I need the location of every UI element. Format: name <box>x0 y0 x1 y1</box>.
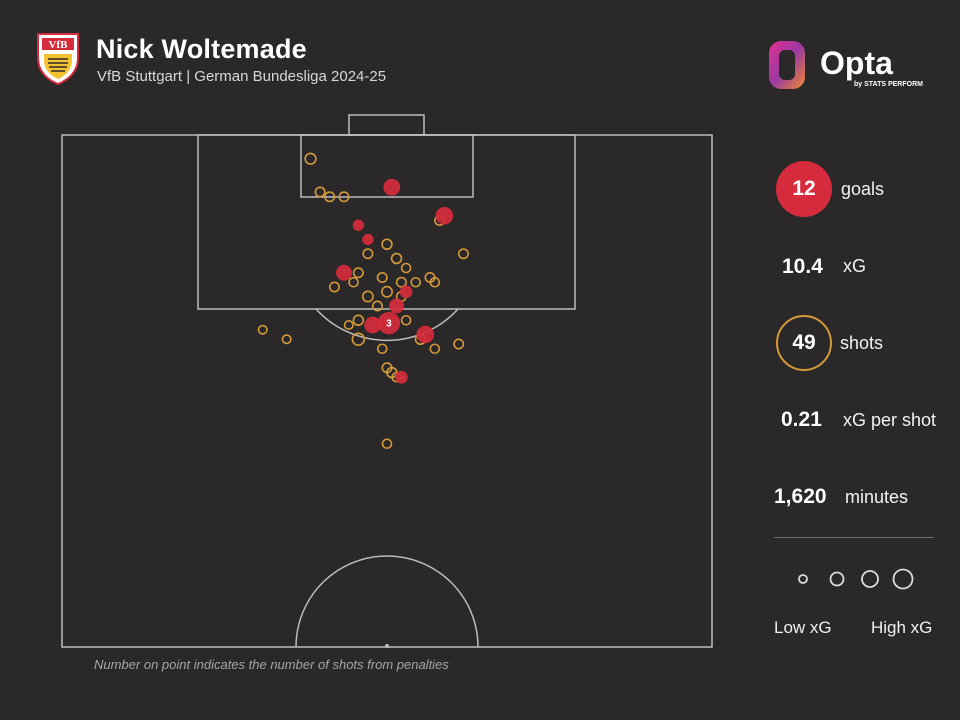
goal-point <box>394 370 408 384</box>
shot-point <box>371 300 383 312</box>
penalty-arc <box>315 308 459 342</box>
shot-point <box>400 314 412 326</box>
shot-point <box>376 343 388 355</box>
shot-point <box>457 248 470 260</box>
xg-per-shot-label: xG per shot <box>843 410 937 430</box>
minutes-value: 1,620 <box>774 485 827 508</box>
legend-high-label: High xG <box>871 618 933 637</box>
crest-text: VfB <box>49 39 69 51</box>
legend-size-circle <box>861 570 879 588</box>
goal <box>348 114 425 136</box>
xg-per-shot-value: 0.21 <box>781 408 822 431</box>
goals-label: goals <box>841 179 885 199</box>
centre-circle <box>295 555 479 648</box>
legend-size-circle <box>798 574 808 584</box>
minutes-label: minutes <box>845 487 909 507</box>
xg-size-legend <box>798 568 914 590</box>
penalty-area <box>197 134 576 310</box>
legend-size-circle <box>829 571 845 587</box>
shot-point <box>324 191 336 203</box>
shot-point <box>429 343 441 355</box>
shot-point <box>400 262 412 274</box>
xg-value: 10.4 <box>782 255 823 278</box>
goal-point <box>435 206 454 225</box>
player-name: Nick Woltemade <box>96 34 307 64</box>
goal-point <box>352 219 364 231</box>
shot-point <box>395 276 407 288</box>
shot-point <box>390 252 403 265</box>
stats-divider <box>774 537 934 538</box>
shot-point <box>281 334 292 345</box>
footnote: Number on point indicates the number of … <box>94 657 449 672</box>
penalty-count-label: 3 <box>386 319 392 330</box>
shot-map-chart: 3 <box>61 114 713 648</box>
shot-point <box>361 290 374 303</box>
shot-point <box>348 276 359 288</box>
shot-point <box>352 267 364 279</box>
legend-low-label: Low xG <box>774 618 832 637</box>
shot-point <box>381 238 393 250</box>
goal-point <box>377 311 401 335</box>
brand-tagline: by STATS PERFORM <box>854 81 923 88</box>
goal-point <box>399 285 413 299</box>
shot-point <box>304 152 317 165</box>
centre-spot <box>385 644 389 648</box>
shots-value: 49 <box>776 315 832 371</box>
goal-point <box>383 178 401 196</box>
shot-point <box>314 186 326 198</box>
shot-point <box>343 319 354 331</box>
shot-point <box>328 281 340 293</box>
pitch-lines <box>61 114 713 648</box>
shot-point <box>381 438 393 450</box>
subtitle: VfB Stuttgart | German Bundesliga 2024-2… <box>97 68 387 85</box>
goal-point <box>364 316 382 334</box>
vfb-stuttgart-crest-icon: VfB <box>37 33 79 86</box>
goals-layer: 3 <box>336 178 454 384</box>
goal-point <box>389 298 405 314</box>
goal-point <box>336 264 352 281</box>
shot-point <box>429 276 441 288</box>
shot-point <box>376 271 388 284</box>
shot-point <box>381 285 393 298</box>
shot-point <box>257 324 268 335</box>
goals-value: 12 <box>776 161 832 217</box>
shot-point <box>410 276 421 288</box>
goal-point <box>416 325 435 344</box>
shot-point <box>351 332 366 347</box>
shots-label: shots <box>840 333 884 353</box>
opta-logo-icon: Opta by STATS PERFORM <box>769 41 923 89</box>
shots-layer <box>257 152 470 450</box>
goal-point <box>362 233 374 246</box>
shot-point <box>352 314 365 326</box>
shot-point <box>362 248 374 260</box>
pitch-outline <box>61 134 713 648</box>
legend-size-circle <box>892 568 914 590</box>
shot-point <box>453 338 465 350</box>
shot-point <box>338 191 350 203</box>
brand-name: Opta <box>820 45 893 81</box>
xg-label: xG <box>843 256 867 276</box>
